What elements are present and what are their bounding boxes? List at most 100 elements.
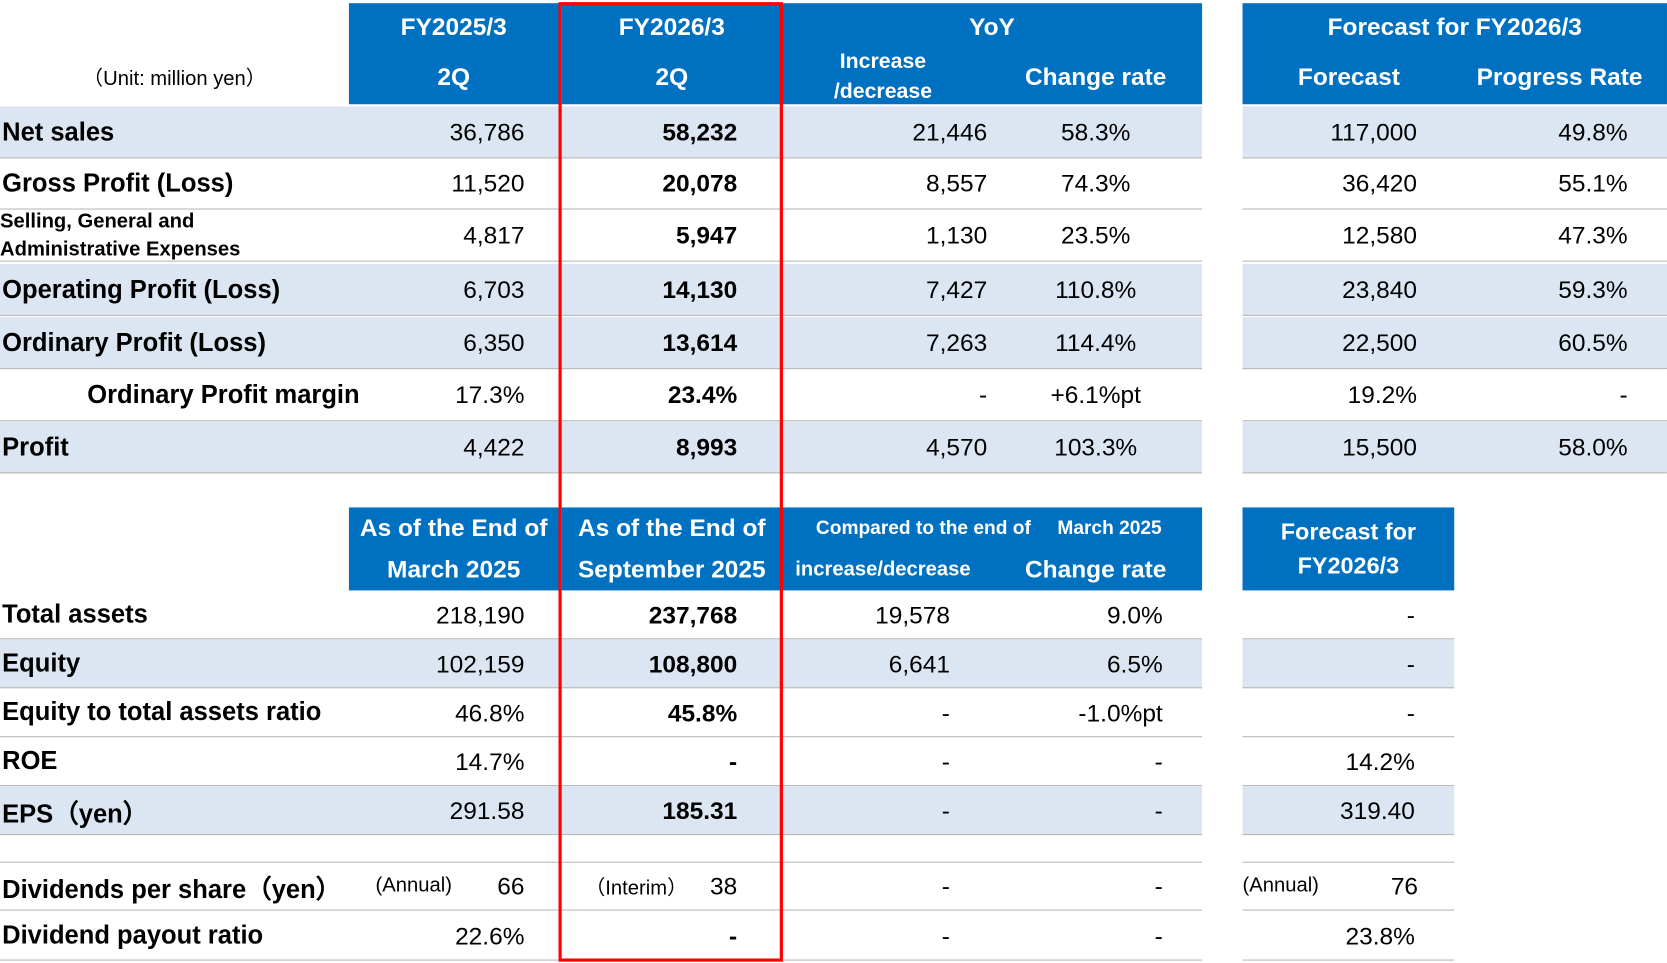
cell: 319.40 bbox=[1243, 786, 1453, 835]
row-label: Selling, General and Administrative Expen… bbox=[0, 210, 349, 262]
cell: 4,570 bbox=[782, 421, 989, 473]
cell: - bbox=[782, 369, 989, 421]
cell: 22.6% bbox=[349, 912, 559, 961]
cell-text: Ordinary Profit margin bbox=[87, 380, 360, 410]
cell-text: September 2025 bbox=[577, 555, 766, 583]
cell-text: 19.2% bbox=[1347, 380, 1417, 409]
cell: - bbox=[989, 912, 1202, 961]
row-bg bbox=[0, 106, 1203, 159]
cell: - bbox=[989, 786, 1202, 835]
cell: 58.0% bbox=[1452, 421, 1667, 473]
cell: 23.8% bbox=[1243, 912, 1453, 961]
cell: 6,703 bbox=[349, 264, 559, 316]
cell-text: 21,446 bbox=[912, 118, 988, 146]
cell: 291.58 bbox=[349, 786, 559, 835]
cell: 117,000 bbox=[1243, 106, 1453, 158]
cell-text: 59.3% bbox=[1558, 275, 1628, 304]
cell: 8,993 bbox=[558, 421, 781, 473]
cell: 13,614 bbox=[558, 317, 781, 369]
cell-text: +6.1%pt bbox=[1050, 380, 1141, 409]
row-label: ROE bbox=[0, 737, 349, 786]
cell-text: 8,993 bbox=[675, 432, 738, 461]
cell: 15,500 bbox=[1243, 421, 1453, 473]
header-bg bbox=[348, 507, 559, 591]
cell-text: Profit bbox=[2, 432, 69, 462]
cell-text: (Annual) bbox=[1242, 874, 1319, 897]
cell-text: Increase bbox=[839, 49, 927, 74]
cell: 12,580 bbox=[1243, 210, 1453, 262]
row-bg bbox=[0, 210, 1203, 262]
cell-text: Equity to total assets ratio bbox=[2, 697, 322, 727]
cell: 5,947 bbox=[558, 210, 781, 262]
row-label: Ordinary Profit (Loss) bbox=[0, 317, 349, 369]
cell-text: 58.3% bbox=[1061, 118, 1131, 146]
cell-text: - bbox=[729, 921, 738, 950]
cell-text: 11,520 bbox=[451, 169, 525, 197]
cell-text: Ordinary Profit (Loss) bbox=[2, 328, 266, 357]
cell-text: Equity bbox=[2, 648, 81, 678]
cell: - bbox=[782, 688, 989, 737]
cell: 14,130 bbox=[558, 264, 781, 316]
cell: - bbox=[989, 862, 1202, 911]
cell-text: increase/decrease bbox=[795, 557, 971, 581]
cell-text: 36,420 bbox=[1342, 169, 1417, 197]
cell: 185.31 bbox=[558, 786, 781, 835]
cell-text: Change rate bbox=[1025, 555, 1167, 583]
unit-label: （Unit: million yen） bbox=[0, 53, 349, 101]
row-bg bbox=[1242, 210, 1667, 262]
cell-text: 12,580 bbox=[1342, 221, 1417, 249]
cell: 19.2% bbox=[1243, 369, 1453, 421]
cell-text: 7,427 bbox=[925, 275, 988, 304]
cell: 46.8% bbox=[349, 688, 559, 737]
row-label: Profit bbox=[0, 421, 349, 473]
cell: 49.8% bbox=[1452, 106, 1667, 158]
row-bg bbox=[1242, 263, 1667, 316]
cell-text: Forecast bbox=[1297, 62, 1400, 91]
cell-text: 17.3% bbox=[455, 380, 525, 409]
cell-text: 47.3% bbox=[1558, 221, 1628, 249]
cell-text: 108,800 bbox=[648, 649, 738, 678]
column-header: YoY bbox=[782, 3, 1202, 50]
cell-text: 6.5% bbox=[1106, 649, 1163, 678]
cell: 23,840 bbox=[1243, 264, 1453, 316]
row-bg bbox=[0, 639, 1203, 689]
cell: - bbox=[782, 737, 989, 786]
cell-text: 291.58 bbox=[449, 796, 525, 824]
cell-text: - bbox=[1154, 796, 1163, 824]
cell: 4,422 bbox=[349, 421, 559, 473]
cell: 218,190 bbox=[349, 590, 559, 639]
cell-text: 8,557 bbox=[925, 169, 988, 197]
row-bg bbox=[1242, 157, 1667, 210]
cell-text: 14,130 bbox=[662, 275, 738, 304]
cell: -1.0%pt bbox=[989, 688, 1202, 737]
cell: 7,427 bbox=[782, 264, 989, 316]
cell-text: -1.0%pt bbox=[1078, 698, 1163, 727]
cell-text: March 2025 bbox=[1057, 517, 1162, 539]
cell: - bbox=[782, 786, 989, 835]
cell: (Annual) 76 bbox=[1243, 862, 1453, 911]
column-header: Increase/decrease bbox=[782, 47, 984, 107]
cell-text: - bbox=[1154, 921, 1163, 950]
row-bg bbox=[0, 737, 1203, 787]
cell-text: - bbox=[941, 698, 950, 727]
cell: - bbox=[558, 737, 781, 786]
cell-text: /decrease bbox=[833, 79, 933, 104]
cell-text: 1,130 bbox=[925, 221, 988, 249]
row-bg bbox=[1242, 421, 1667, 474]
cell-text: 5,947 bbox=[675, 221, 738, 249]
header-bg bbox=[1242, 3, 1667, 105]
cell: 9.0% bbox=[989, 590, 1202, 639]
column-header: Forecast for FY2026/3 bbox=[1243, 3, 1667, 50]
header-bg bbox=[348, 3, 559, 105]
cell-text: 22.6% bbox=[455, 921, 525, 950]
column-header: FY2025/3 bbox=[349, 3, 559, 50]
cell: - bbox=[1452, 369, 1667, 421]
cell-text: YoY bbox=[969, 12, 1015, 40]
cell: 1,130 bbox=[782, 210, 989, 262]
row-bg bbox=[0, 421, 1203, 474]
cell-text: 237,768 bbox=[648, 600, 738, 629]
cell-text: 218,190 bbox=[436, 600, 525, 629]
cell-text: 319.40 bbox=[1340, 796, 1415, 824]
cell: - bbox=[989, 737, 1202, 786]
row-bg bbox=[1242, 590, 1455, 640]
